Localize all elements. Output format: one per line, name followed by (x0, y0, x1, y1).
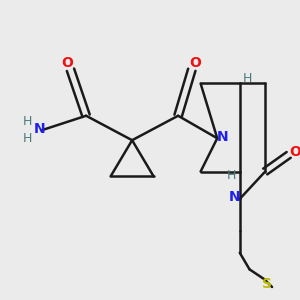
Text: H: H (227, 169, 236, 182)
Text: O: O (189, 56, 201, 70)
Text: S: S (262, 278, 272, 292)
Text: O: O (61, 56, 74, 70)
Text: N: N (229, 190, 240, 205)
Text: N: N (34, 122, 45, 136)
Text: O: O (289, 145, 300, 159)
Text: H: H (243, 72, 252, 85)
Text: H: H (23, 115, 33, 128)
Text: H: H (23, 132, 33, 145)
Text: N: N (217, 130, 228, 144)
